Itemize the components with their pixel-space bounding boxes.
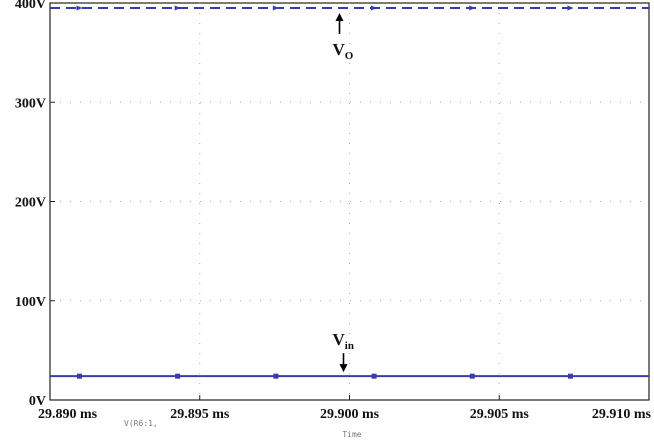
x-tick-label: 29.900 ms xyxy=(320,407,380,422)
series-marker xyxy=(76,373,82,379)
y-tick-label: 100V xyxy=(15,295,46,310)
series-marker xyxy=(469,373,475,379)
series-marker xyxy=(567,5,574,11)
series-marker xyxy=(567,373,573,379)
annotations: VO Vin xyxy=(333,12,354,373)
series-marker xyxy=(273,373,279,379)
series-marker xyxy=(469,5,476,11)
x-tick-label: 29.895 ms xyxy=(170,407,230,422)
x-tick-label: 29.910 ms xyxy=(592,407,652,422)
annotation-label: Vin xyxy=(333,330,354,352)
x-tick-label: 29.890 ms xyxy=(38,407,98,422)
series-marker xyxy=(371,373,377,379)
annotation-subscript: O xyxy=(345,50,354,62)
series-marker xyxy=(174,5,181,11)
y-tick-label: 300V xyxy=(15,96,46,111)
y-tick-label: 200V xyxy=(15,196,46,211)
y-axis-ticks: 0V 100V 200V 300V 400V xyxy=(15,0,55,409)
grid xyxy=(50,3,649,400)
x-tick-label: 29.905 ms xyxy=(470,407,530,422)
series-marker xyxy=(175,373,181,379)
series-group xyxy=(50,5,649,379)
arrow-head-up xyxy=(335,12,344,21)
x-axis-ticks: 29.890 ms 29.895 ms 29.900 ms 29.905 ms 29.9… xyxy=(38,395,652,422)
annotation-subscript: in xyxy=(345,340,354,352)
series-marker xyxy=(76,5,83,11)
annotation-label: VO xyxy=(333,40,354,62)
y-tick-label: 400V xyxy=(15,0,46,12)
series-marker xyxy=(272,5,279,11)
y-tick-label: 0V xyxy=(29,394,46,409)
series-marker xyxy=(371,5,378,11)
legend-label: V(R6:1, xyxy=(124,419,158,428)
arrow-head-down xyxy=(339,364,348,373)
x-axis-label: Time xyxy=(342,430,361,439)
